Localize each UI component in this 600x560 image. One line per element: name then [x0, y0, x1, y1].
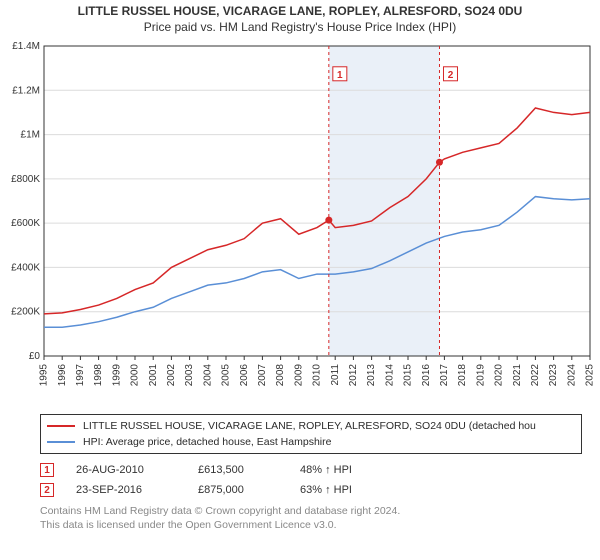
legend-swatch [47, 441, 75, 443]
svg-text:2018: 2018 [457, 364, 468, 387]
svg-text:£600K: £600K [11, 218, 40, 229]
line-chart-svg: £0 £200K £400K £600K £800K £1M £1.2M £1.4M 1995 1… [0, 40, 600, 410]
svg-text:2001: 2001 [148, 364, 159, 387]
svg-text:£800K: £800K [11, 174, 40, 185]
svg-text:2013: 2013 [366, 364, 377, 387]
svg-text:1997: 1997 [75, 364, 86, 387]
attribution-line: This data is licensed under the Open Gov… [40, 518, 582, 532]
svg-text:2003: 2003 [184, 364, 195, 387]
svg-text:2024: 2024 [566, 364, 577, 387]
svg-text:2014: 2014 [384, 364, 395, 387]
svg-text:£1M: £1M [21, 130, 40, 141]
svg-text:2015: 2015 [403, 364, 414, 387]
svg-text:2007: 2007 [257, 364, 268, 387]
sales-row: 2 23-SEP-2016 £875,000 63% ↑ HPI [40, 480, 582, 500]
svg-text:£400K: £400K [11, 262, 40, 273]
svg-text:£1.4M: £1.4M [12, 41, 40, 52]
svg-text:2017: 2017 [439, 364, 450, 387]
sale-marker-icon: 2 [40, 483, 54, 497]
svg-text:1996: 1996 [57, 364, 68, 387]
sale-price: £613,500 [198, 464, 278, 476]
svg-text:2023: 2023 [548, 364, 559, 387]
sale-pct-vs-hpi: 63% ↑ HPI [300, 484, 400, 496]
svg-text:2019: 2019 [475, 364, 486, 387]
sales-table: 1 26-AUG-2010 £613,500 48% ↑ HPI 2 23-SE… [40, 460, 582, 500]
svg-text:2002: 2002 [166, 364, 177, 387]
svg-text:2012: 2012 [348, 364, 359, 387]
svg-text:1999: 1999 [111, 364, 122, 387]
sales-row: 1 26-AUG-2010 £613,500 48% ↑ HPI [40, 460, 582, 480]
svg-text:2000: 2000 [130, 364, 141, 387]
legend-item: LITTLE RUSSEL HOUSE, VICARAGE LANE, ROPL… [47, 418, 575, 434]
svg-text:2022: 2022 [530, 364, 541, 387]
chart-title: LITTLE RUSSEL HOUSE, VICARAGE LANE, ROPL… [0, 0, 600, 18]
svg-text:2: 2 [448, 70, 454, 81]
chart-area: £0 £200K £400K £600K £800K £1M £1.2M £1.4M 1995 1… [0, 40, 600, 410]
svg-text:2016: 2016 [421, 364, 432, 387]
legend: LITTLE RUSSEL HOUSE, VICARAGE LANE, ROPL… [40, 414, 582, 454]
legend-item: HPI: Average price, detached house, East… [47, 434, 575, 450]
attribution: Contains HM Land Registry data © Crown c… [40, 504, 582, 532]
sale-marker-icon: 1 [40, 463, 54, 477]
chart-subtitle: Price paid vs. HM Land Registry's House … [0, 18, 600, 40]
sale-date: 23-SEP-2016 [76, 484, 176, 496]
svg-text:1: 1 [337, 70, 343, 81]
sale-price: £875,000 [198, 484, 278, 496]
legend-label: HPI: Average price, detached house, East… [83, 436, 331, 448]
svg-text:2006: 2006 [239, 364, 250, 387]
svg-text:2004: 2004 [202, 364, 213, 387]
svg-text:£0: £0 [29, 351, 41, 362]
svg-text:2011: 2011 [330, 364, 341, 386]
svg-text:2008: 2008 [275, 364, 286, 387]
attribution-line: Contains HM Land Registry data © Crown c… [40, 504, 582, 518]
svg-text:2005: 2005 [221, 364, 232, 387]
svg-text:2009: 2009 [293, 364, 304, 387]
legend-label: LITTLE RUSSEL HOUSE, VICARAGE LANE, ROPL… [83, 420, 536, 432]
svg-text:£200K: £200K [11, 307, 40, 318]
svg-text:2010: 2010 [312, 364, 323, 387]
svg-text:2025: 2025 [585, 364, 596, 387]
legend-swatch [47, 425, 75, 427]
sale-date: 26-AUG-2010 [76, 464, 176, 476]
sale-pct-vs-hpi: 48% ↑ HPI [300, 464, 400, 476]
svg-text:1995: 1995 [39, 364, 50, 387]
svg-text:2021: 2021 [512, 364, 523, 387]
svg-text:£1.2M: £1.2M [12, 85, 40, 96]
svg-text:2020: 2020 [494, 364, 505, 387]
svg-text:1998: 1998 [93, 364, 104, 387]
